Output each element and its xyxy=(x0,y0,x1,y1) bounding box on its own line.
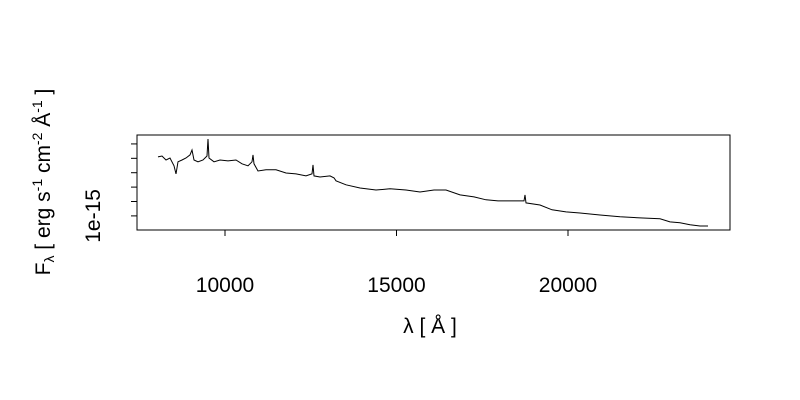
spectrum-line xyxy=(157,138,708,227)
y-tick-label: 1e-15 xyxy=(82,189,105,243)
x-axis-label: λ [ Å ] xyxy=(403,315,457,338)
x-tick-label: 15000 xyxy=(367,274,425,297)
x-tick-label: 20000 xyxy=(539,274,597,297)
y-axis-label-part: Å xyxy=(32,113,55,133)
y-axis-label-part: F xyxy=(32,263,55,276)
y-axis-label-part: ] xyxy=(32,89,55,101)
y-axis-label-part: cm xyxy=(32,145,55,179)
y-axis-label: Fλ [ erg s-1 cm-2 Å-1 ] xyxy=(29,89,57,276)
y-axis-label-part: -1 xyxy=(29,100,45,113)
plot-frame xyxy=(136,134,731,231)
x-tick-label: 10000 xyxy=(196,274,254,297)
y-axis-label-part: λ xyxy=(41,256,57,263)
y-axis-label-part: [ erg s xyxy=(32,191,55,255)
y-axis-label-part: -2 xyxy=(29,132,45,145)
y-axis-label-part: -1 xyxy=(29,179,45,192)
